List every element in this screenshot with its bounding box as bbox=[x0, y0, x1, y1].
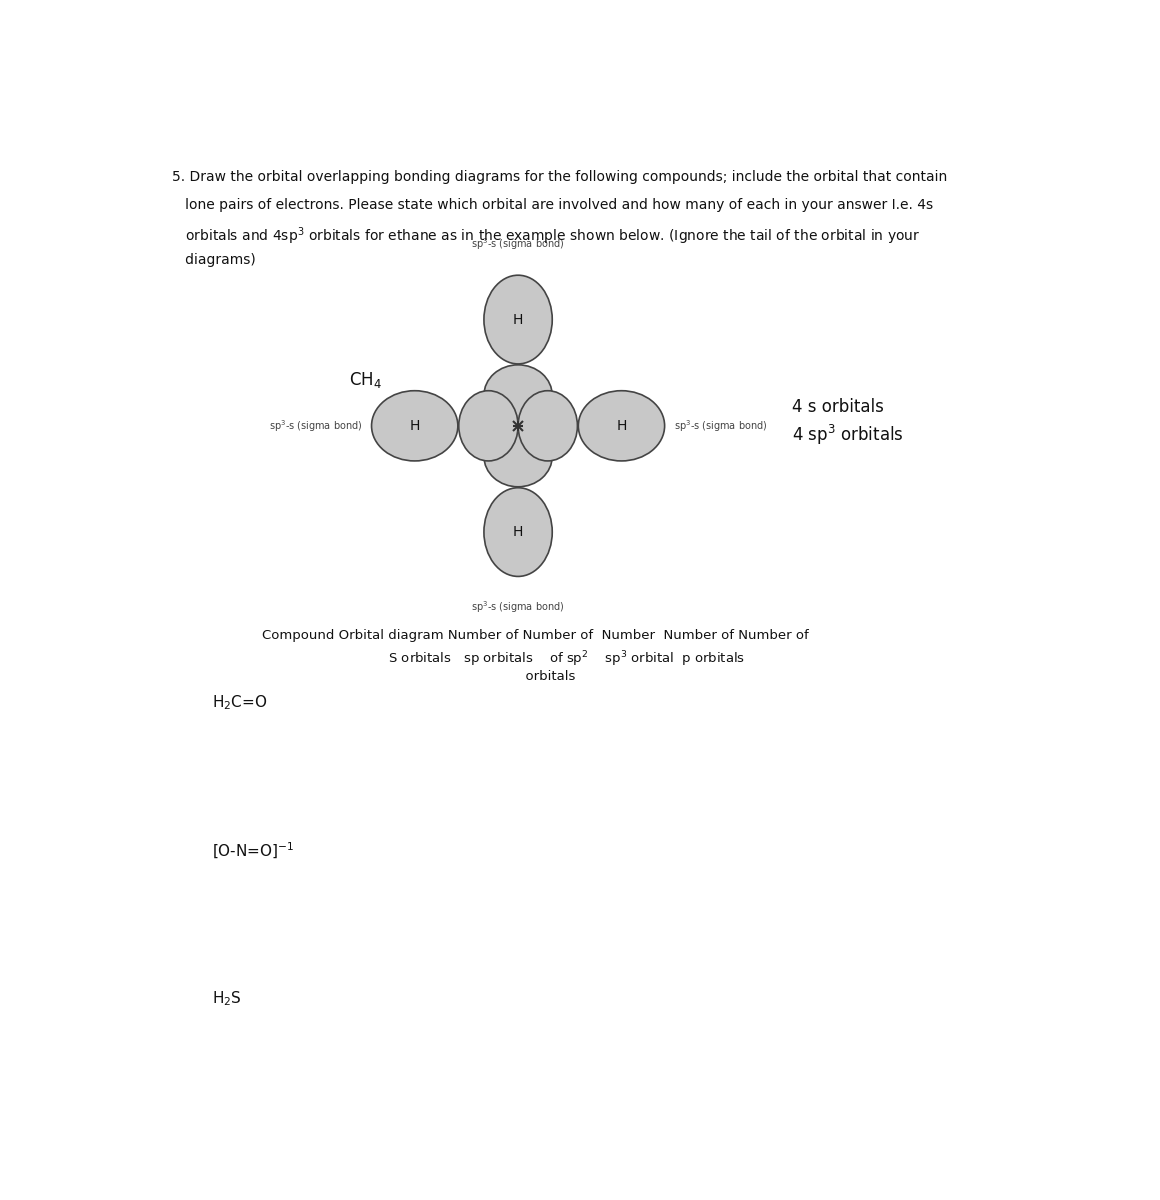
Ellipse shape bbox=[484, 426, 552, 487]
Text: H: H bbox=[513, 312, 523, 326]
Text: CH$_4$: CH$_4$ bbox=[349, 370, 382, 390]
Text: H: H bbox=[513, 526, 523, 539]
Text: 4 sp$^3$ orbitals: 4 sp$^3$ orbitals bbox=[792, 424, 904, 448]
Text: H$_2$S: H$_2$S bbox=[212, 989, 242, 1008]
Ellipse shape bbox=[484, 487, 552, 576]
Text: H: H bbox=[409, 419, 420, 433]
Text: Compound Orbital diagram Number of Number of  Number  Number of Number of: Compound Orbital diagram Number of Numbe… bbox=[262, 629, 809, 642]
Text: sp$^3$-s (sigma bond): sp$^3$-s (sigma bond) bbox=[471, 236, 565, 252]
Text: diagrams): diagrams) bbox=[172, 253, 255, 268]
Ellipse shape bbox=[484, 275, 552, 364]
Ellipse shape bbox=[458, 391, 519, 461]
Text: [O-N=O]$^{-1}$: [O-N=O]$^{-1}$ bbox=[212, 841, 295, 860]
Text: sp$^3$-s (sigma bond): sp$^3$-s (sigma bond) bbox=[471, 600, 565, 616]
Text: lone pairs of electrons. Please state which orbital are involved and how many of: lone pairs of electrons. Please state wh… bbox=[172, 198, 933, 211]
Ellipse shape bbox=[484, 365, 552, 426]
Text: orbitals: orbitals bbox=[262, 670, 575, 683]
Text: 4 s orbitals: 4 s orbitals bbox=[792, 398, 884, 416]
Text: H: H bbox=[616, 419, 626, 433]
Text: sp$^3$-s (sigma bond): sp$^3$-s (sigma bond) bbox=[269, 418, 363, 433]
Text: H$_2$C=O: H$_2$C=O bbox=[212, 694, 268, 713]
Ellipse shape bbox=[519, 391, 578, 461]
Text: 5. Draw the orbital overlapping bonding diagrams for the following compounds; in: 5. Draw the orbital overlapping bonding … bbox=[172, 170, 948, 184]
Text: orbitals and 4sp$^3$ orbitals for ethane as in the example shown below. (Ignore : orbitals and 4sp$^3$ orbitals for ethane… bbox=[172, 226, 920, 247]
Text: S orbitals   sp orbitals    of sp$^2$    sp$^3$ orbital  p orbitals: S orbitals sp orbitals of sp$^2$ sp$^3$ … bbox=[262, 649, 745, 670]
Text: sp$^3$-s (sigma bond): sp$^3$-s (sigma bond) bbox=[674, 418, 767, 433]
Ellipse shape bbox=[579, 391, 665, 461]
Ellipse shape bbox=[371, 391, 458, 461]
